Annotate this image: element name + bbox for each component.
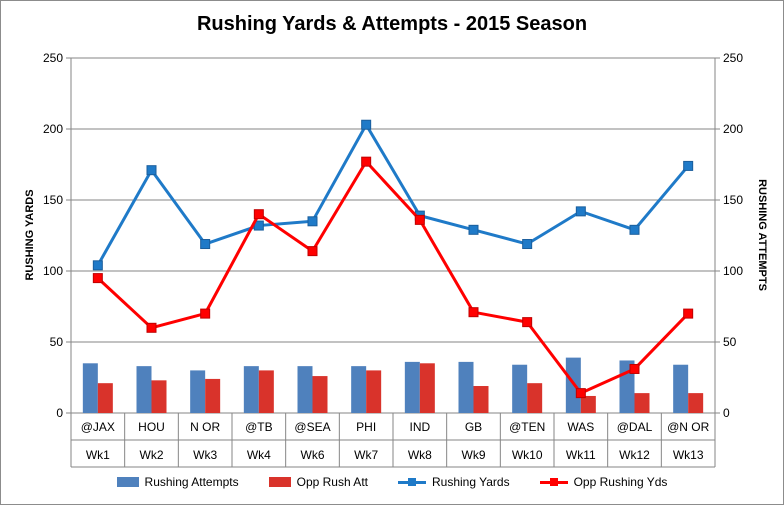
y-left-tick-label: 0 bbox=[56, 406, 63, 420]
x-category-label-week: Wk4 bbox=[247, 448, 271, 462]
line-opp-rushing-yds bbox=[96, 160, 690, 395]
bar-opp-rush-att bbox=[580, 395, 596, 413]
y-right-tick-label: 100 bbox=[723, 264, 743, 278]
point-opp-rushing-yds bbox=[200, 308, 211, 319]
bar-rushing-attempts bbox=[512, 364, 528, 413]
legend-swatch-opp-rush-att bbox=[268, 477, 291, 487]
bar-rushing-attempts bbox=[673, 364, 689, 413]
bar-opp-rush-att bbox=[688, 393, 704, 413]
point-rushing-yards bbox=[575, 206, 586, 217]
x-category-label-week: Wk9 bbox=[462, 448, 486, 462]
x-category-label-opponent: @JAX bbox=[81, 420, 115, 434]
point-opp-rushing-yds bbox=[92, 273, 103, 284]
point-opp-rushing-yds bbox=[146, 322, 157, 333]
bar-rushing-attempts bbox=[82, 363, 98, 413]
legend-item-opp-rush-att: Opp Rush Att bbox=[268, 475, 368, 489]
x-category-label-week: Wk10 bbox=[512, 448, 543, 462]
legend-label: Opp Rush Att bbox=[296, 475, 368, 489]
point-rushing-yards bbox=[683, 160, 694, 171]
y-right-tick-label: 200 bbox=[723, 122, 743, 136]
bar-rushing-attempts bbox=[297, 366, 313, 413]
x-category-label-week: Wk8 bbox=[408, 448, 432, 462]
point-rushing-yards bbox=[361, 119, 372, 130]
legend-swatch-rushing-attempts bbox=[116, 477, 139, 487]
point-opp-rushing-yds bbox=[522, 317, 533, 328]
legend-label: Rushing Attempts bbox=[144, 475, 239, 489]
x-category-label-week: Wk6 bbox=[301, 448, 325, 462]
x-category-label-week: Wk13 bbox=[673, 448, 704, 462]
bar-opp-rush-att bbox=[312, 376, 328, 413]
legend: Rushing Attempts Opp Rush Att Rushing Ya… bbox=[1, 475, 783, 489]
bar-opp-rush-att bbox=[473, 386, 489, 413]
x-category-label-week: Wk3 bbox=[193, 448, 217, 462]
legend-item-rushing-yards: Rushing Yards bbox=[397, 475, 510, 489]
y-right-tick-label: 50 bbox=[723, 335, 737, 349]
point-opp-rushing-yds bbox=[414, 214, 425, 225]
bar-rushing-attempts bbox=[243, 366, 259, 413]
y-right-tick-label: 0 bbox=[723, 406, 730, 420]
x-category-label-opponent: WAS bbox=[567, 420, 594, 434]
bar-rushing-attempts bbox=[190, 370, 206, 413]
y-left-tick-label: 150 bbox=[43, 193, 63, 207]
point-opp-rushing-yds bbox=[629, 363, 640, 374]
y-left-tick-label: 100 bbox=[43, 264, 63, 278]
legend-swatch-opp-rushing-yds bbox=[539, 477, 568, 487]
bar-rushing-attempts bbox=[458, 361, 474, 413]
x-category-label-opponent: @TEN bbox=[509, 420, 545, 434]
x-category-label-week: Wk12 bbox=[619, 448, 650, 462]
point-opp-rushing-yds bbox=[683, 308, 694, 319]
legend-label: Rushing Yards bbox=[431, 475, 510, 489]
bar-opp-rush-att bbox=[258, 370, 274, 413]
x-category-label-week: Wk7 bbox=[354, 448, 378, 462]
y-left-tick-label: 50 bbox=[50, 335, 64, 349]
x-category-label-opponent: HOU bbox=[138, 420, 165, 434]
x-category-label-opponent: @DAL bbox=[617, 420, 653, 434]
y-right-tick-label: 150 bbox=[723, 193, 743, 207]
legend-label: Opp Rushing Yds bbox=[573, 475, 668, 489]
bar-opp-rush-att bbox=[527, 383, 543, 413]
bar-opp-rush-att bbox=[419, 363, 435, 413]
x-category-label-opponent: @TB bbox=[245, 420, 273, 434]
x-category-label-opponent: @SEA bbox=[294, 420, 330, 434]
point-rushing-yards bbox=[522, 239, 533, 250]
y-right-tick-label: 250 bbox=[723, 51, 743, 65]
point-rushing-yards bbox=[92, 260, 103, 271]
x-category-label-opponent: PHI bbox=[356, 420, 376, 434]
point-opp-rushing-yds bbox=[307, 246, 318, 257]
point-rushing-yards bbox=[629, 224, 640, 235]
line-rushing-yards bbox=[96, 123, 690, 267]
x-category-label-opponent: @N OR bbox=[667, 420, 710, 434]
x-category-label-week: Wk11 bbox=[566, 448, 596, 462]
bar-opp-rush-att bbox=[634, 393, 650, 413]
x-category-label-opponent: IND bbox=[409, 420, 430, 434]
x-category-label-opponent: N OR bbox=[190, 420, 220, 434]
legend-item-opp-rushing-yds: Opp Rushing Yds bbox=[539, 475, 668, 489]
point-rushing-yards bbox=[468, 224, 479, 235]
point-opp-rushing-yds bbox=[468, 307, 479, 318]
x-category-label-opponent: GB bbox=[465, 420, 482, 434]
bar-rushing-attempts bbox=[136, 366, 152, 413]
legend-swatch-rushing-yards bbox=[397, 477, 426, 487]
point-opp-rushing-yds bbox=[253, 209, 264, 220]
legend-item-rushing-attempts: Rushing Attempts bbox=[116, 475, 239, 489]
y-left-tick-label: 200 bbox=[43, 122, 63, 136]
chart-title: Rushing Yards & Attempts - 2015 Season bbox=[196, 13, 588, 35]
bar-opp-rush-att bbox=[151, 380, 167, 413]
bar-opp-rush-att bbox=[366, 370, 382, 413]
x-category-label-week: Wk1 bbox=[86, 448, 110, 462]
bar-rushing-attempts bbox=[404, 361, 420, 413]
point-rushing-yards bbox=[200, 239, 211, 250]
point-rushing-yards bbox=[146, 165, 157, 176]
y-left-tick-label: 250 bbox=[43, 51, 63, 65]
x-category-label-week: Wk2 bbox=[140, 448, 164, 462]
point-rushing-yards bbox=[307, 216, 318, 227]
bar-opp-rush-att bbox=[97, 383, 113, 413]
point-opp-rushing-yds bbox=[361, 156, 372, 167]
point-opp-rushing-yds bbox=[575, 388, 586, 399]
bar-rushing-attempts bbox=[351, 366, 367, 413]
bar-opp-rush-att bbox=[205, 378, 221, 413]
